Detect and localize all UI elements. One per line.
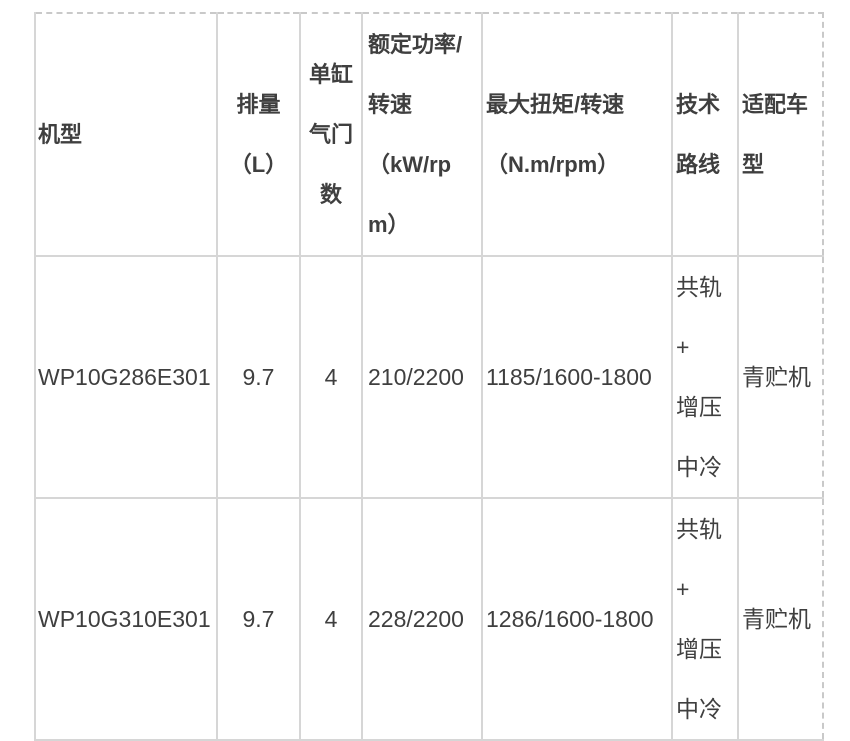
- cell-model: WP10G286E301: [34, 255, 218, 499]
- cell-rated-power: 228/2200: [361, 497, 483, 741]
- cell-max-torque: 1185/1600-1800: [481, 255, 673, 499]
- table-row: WP10G310E301 9.7 4 228/2200 1286/1600-18…: [34, 497, 824, 741]
- column-header-tech-route: 技术 路线: [671, 12, 739, 257]
- table-row: WP10G286E301 9.7 4 210/2200 1185/1600-18…: [34, 255, 824, 499]
- engine-spec-table-container: 机型 排量 （L） 单缸 气门 数 额定功率/ 转速 （kW/rp m） 最大扭…: [34, 12, 824, 741]
- cell-valves: 4: [299, 255, 363, 499]
- cell-model: WP10G310E301: [34, 497, 218, 741]
- cell-max-torque: 1286/1600-1800: [481, 497, 673, 741]
- column-header-displacement: 排量 （L）: [216, 12, 301, 257]
- column-header-model: 机型: [34, 12, 218, 257]
- column-header-max-torque: 最大扭矩/转速 （N.m/rpm）: [481, 12, 673, 257]
- cell-displacement: 9.7: [216, 497, 301, 741]
- column-header-vehicle-type: 适配车 型: [737, 12, 824, 257]
- column-header-rated-power: 额定功率/ 转速 （kW/rp m）: [361, 12, 483, 257]
- cell-vehicle-type: 青贮机: [737, 497, 824, 741]
- cell-tech-route: 共轨+ 增压 中冷: [671, 255, 739, 499]
- cell-vehicle-type: 青贮机: [737, 255, 824, 499]
- cell-displacement: 9.7: [216, 255, 301, 499]
- table-header-row: 机型 排量 （L） 单缸 气门 数 额定功率/ 转速 （kW/rp m） 最大扭…: [34, 12, 824, 257]
- column-header-valves: 单缸 气门 数: [299, 12, 363, 257]
- cell-tech-route: 共轨+ 增压 中冷: [671, 497, 739, 741]
- engine-spec-table: 机型 排量 （L） 单缸 气门 数 额定功率/ 转速 （kW/rp m） 最大扭…: [34, 12, 824, 741]
- cell-rated-power: 210/2200: [361, 255, 483, 499]
- cell-valves: 4: [299, 497, 363, 741]
